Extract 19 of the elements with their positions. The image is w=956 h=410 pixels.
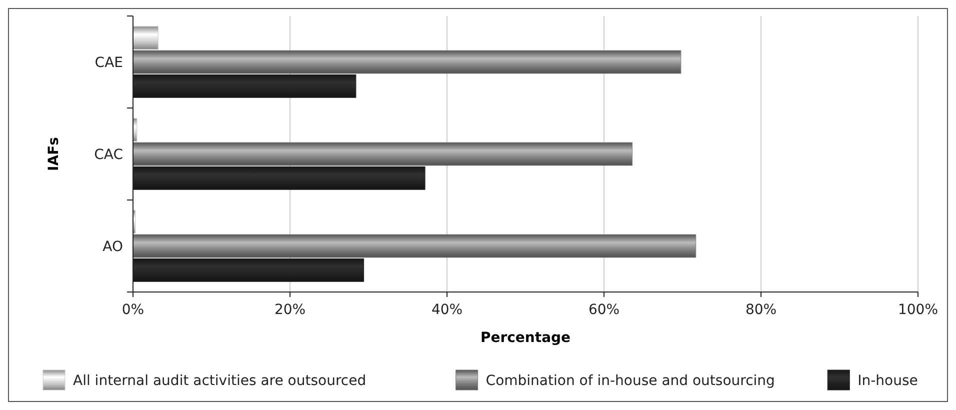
- y-axis-title: IAFs: [46, 137, 62, 171]
- bar: [132, 142, 633, 166]
- y-tick-label: CAC: [94, 147, 124, 163]
- x-tick-label: 100%: [898, 302, 938, 318]
- x-axis-title: Percentage: [480, 330, 571, 346]
- legend-label: All internal audit activities are outsourced: [73, 373, 366, 389]
- legend-label: Combination of in-house and outsourcing: [486, 373, 775, 389]
- x-tick-label: 60%: [588, 302, 620, 318]
- bar: [132, 50, 682, 74]
- x-tick-label: 40%: [431, 302, 463, 318]
- legend-label: In-house: [858, 373, 918, 389]
- bar: [132, 26, 158, 50]
- bar: [132, 118, 138, 142]
- y-tick-label: CAE: [94, 55, 123, 71]
- y-tick-label: AO: [102, 239, 123, 255]
- x-tick-label: 0%: [122, 302, 144, 318]
- x-tick-label: 80%: [745, 302, 777, 318]
- x-tick-label: 20%: [274, 302, 306, 318]
- bar: [132, 234, 696, 258]
